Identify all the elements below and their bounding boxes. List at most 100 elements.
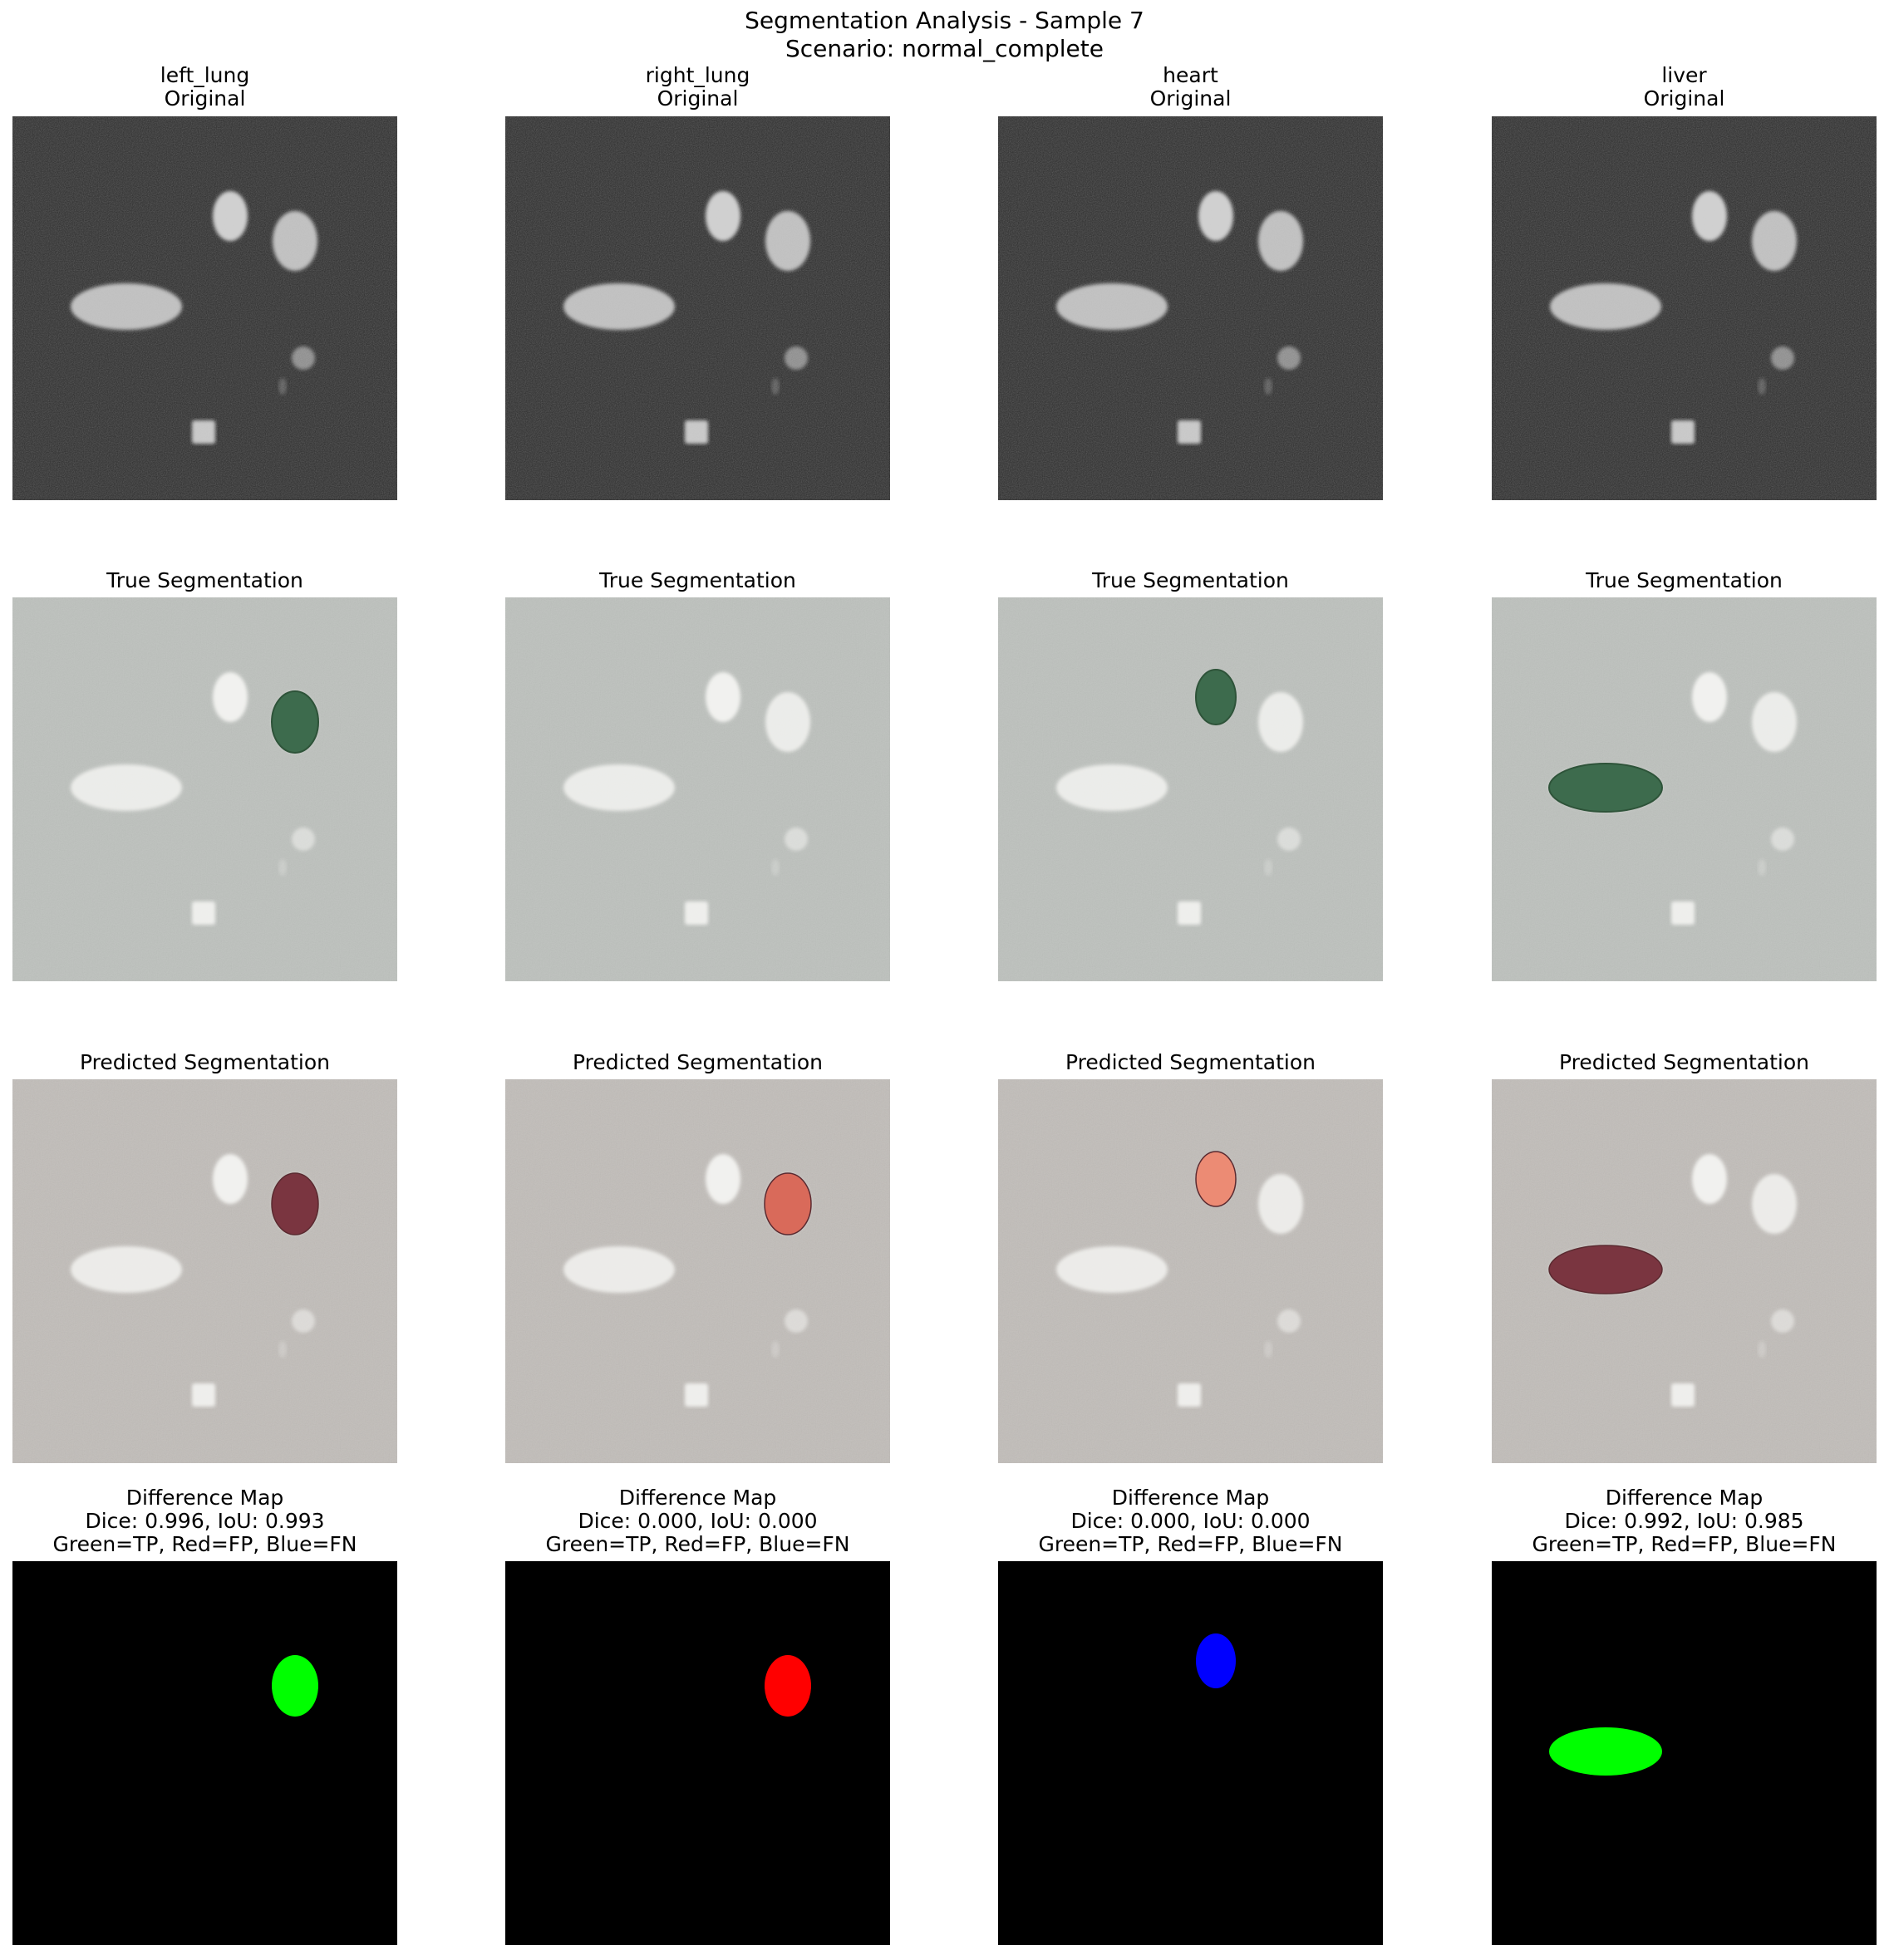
difference-map-0-diff-region [272,1655,318,1717]
true-segmentation-2-mask-overlay [1195,669,1237,725]
true-segmentation-0-structure-5 [192,901,215,925]
predicted-segmentation-0-structure-3 [292,1309,315,1333]
diff-title-2-metrics: Dice: 0.000, IoU: 0.000 [1070,1509,1311,1533]
original-image-3-structure-3 [1771,346,1794,370]
predicted-segmentation-3-structure-1 [1752,1174,1797,1234]
true-segmentation-3 [1492,597,1877,981]
predicted-segmentation-1-structure-5 [685,1383,708,1407]
diff-title-0-legend: Green=TP, Red=FP, Blue=FN [52,1532,357,1556]
diff-title-2-legend: Green=TP, Red=FP, Blue=FN [1038,1532,1343,1556]
predicted-segmentation-3-structure-3 [1771,1309,1794,1333]
true-segmentation-0-mask-overlay [271,690,319,754]
predicted-segmentation-2-mask-overlay [1195,1151,1237,1207]
predicted-segmentation-1-structure-2 [563,1246,675,1293]
true-segmentation-2 [998,597,1383,981]
original-image-2-structure-2 [1056,283,1168,330]
true-segmentation-0-structure-3 [292,828,315,851]
difference-map-2-diff-region [1196,1633,1236,1688]
pred-title-3-label: Predicted Segmentation [1558,1050,1809,1074]
true-segmentation-3-mask-overlay [1548,763,1663,813]
true-segmentation-0-structure-0 [213,672,248,722]
true-segmentation-0-structure-2 [71,764,182,811]
difference-map-2 [998,1561,1383,1945]
true-segmentation-3-structure-0 [1692,672,1727,722]
original-image-1-structure-0 [706,191,740,241]
true-segmentation-1-structure-4 [771,859,780,876]
original-image-2-structure-0 [1198,191,1233,241]
true-segmentation-2-structure-4 [1264,859,1272,876]
original-image-3-structure-5 [1671,420,1695,444]
predicted-segmentation-2-structure-5 [1178,1383,1201,1407]
difference-map-0-background [12,1561,397,1945]
original-title-0-organ-name: left_lung [160,63,250,87]
predicted-segmentation-2 [998,1079,1383,1463]
true-segmentation-1-structure-3 [785,828,808,851]
difference-map-3-diff-region [1549,1727,1662,1776]
original-title-1-label: Original [657,86,739,111]
original-image-0-structure-1 [273,211,317,271]
true-segmentation-1 [505,597,890,981]
original-image-3-structure-0 [1692,191,1727,241]
difference-map-1-diff-region [765,1655,811,1717]
difference-map-3 [1492,1561,1877,1945]
diff-title-0-metrics: Dice: 0.996, IoU: 0.993 [85,1509,325,1533]
original-image-1-structure-5 [685,420,708,444]
original-title-2-label: Original [1149,86,1232,111]
predicted-segmentation-2-structure-1 [1258,1174,1303,1234]
original-title-2-organ-name: heart [1163,63,1218,87]
predicted-segmentation-2-structure-3 [1277,1309,1301,1333]
original-image-0-structure-3 [292,346,315,370]
original-image-1-structure-2 [563,283,675,330]
diff-title-0-label: Difference Map [125,1486,284,1510]
predicted-segmentation-3-structure-4 [1758,1341,1766,1358]
predicted-segmentation-1-structure-3 [785,1309,808,1333]
true-segmentation-2-structure-3 [1277,828,1301,851]
original-image-3-structure-4 [1758,378,1766,395]
true-segmentation-0 [12,597,397,981]
predicted-segmentation-0-mask-overlay [271,1172,319,1235]
difference-map-2-background [998,1561,1383,1945]
true-segmentation-2-structure-2 [1056,764,1168,811]
pred-title-1-label: Predicted Segmentation [572,1050,823,1074]
predicted-segmentation-3-structure-5 [1671,1383,1695,1407]
original-title-0-label: Original [164,86,246,111]
original-title-3-organ-name: liver [1661,63,1707,87]
predicted-segmentation-0-structure-0 [213,1154,248,1204]
predicted-segmentation-2-structure-4 [1264,1341,1272,1358]
diff-title-2-label: Difference Map [1111,1486,1270,1510]
true-segmentation-2-structure-5 [1178,901,1201,925]
predicted-segmentation-0 [12,1079,397,1463]
predicted-segmentation-3-mask-overlay [1548,1245,1663,1294]
diff-title-3-legend: Green=TP, Red=FP, Blue=FN [1532,1532,1837,1556]
original-image-0 [12,116,397,500]
original-title-1-organ-name: right_lung [645,63,750,87]
original-image-2 [998,116,1383,500]
predicted-segmentation-1-mask-overlay [764,1172,812,1235]
original-title-3-label: Original [1643,86,1725,111]
predicted-segmentation-0-structure-5 [192,1383,215,1407]
original-image-0-structure-4 [278,378,287,395]
original-image-0-structure-0 [213,191,248,241]
original-image-2-structure-4 [1264,378,1272,395]
true-segmentation-3-structure-1 [1752,692,1797,752]
original-image-2-structure-1 [1258,211,1303,271]
original-image-3-structure-2 [1550,283,1661,330]
true-title-3-label: True Segmentation [1586,568,1783,592]
true-segmentation-0-structure-4 [278,859,287,876]
true-segmentation-3-structure-3 [1771,828,1794,851]
pred-title-2-label: Predicted Segmentation [1065,1050,1316,1074]
diff-title-1-label: Difference Map [618,1486,777,1510]
diff-title-1-metrics: Dice: 0.000, IoU: 0.000 [578,1509,818,1533]
predicted-segmentation-1-structure-4 [771,1341,780,1358]
diff-title-3-label: Difference Map [1605,1486,1764,1510]
pred-title-0-label: Predicted Segmentation [79,1050,330,1074]
predicted-segmentation-1 [505,1079,890,1463]
predicted-segmentation-1-structure-0 [706,1154,740,1204]
true-title-0-label: True Segmentation [106,568,303,592]
original-image-1-structure-3 [785,346,808,370]
predicted-segmentation-2-structure-2 [1056,1246,1168,1293]
true-segmentation-1-structure-5 [685,901,708,925]
true-title-2-label: True Segmentation [1092,568,1289,592]
predicted-segmentation-3 [1492,1079,1877,1463]
figure-title-line1: Segmentation Analysis - Sample 7 [745,7,1144,34]
